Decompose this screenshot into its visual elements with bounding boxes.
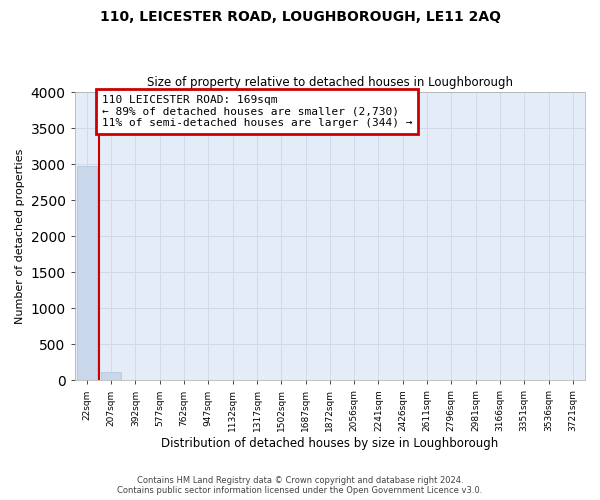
- Text: 110 LEICESTER ROAD: 169sqm
← 89% of detached houses are smaller (2,730)
11% of s: 110 LEICESTER ROAD: 169sqm ← 89% of deta…: [102, 95, 412, 128]
- Text: 110, LEICESTER ROAD, LOUGHBOROUGH, LE11 2AQ: 110, LEICESTER ROAD, LOUGHBOROUGH, LE11 …: [100, 10, 500, 24]
- X-axis label: Distribution of detached houses by size in Loughborough: Distribution of detached houses by size …: [161, 437, 499, 450]
- Title: Size of property relative to detached houses in Loughborough: Size of property relative to detached ho…: [147, 76, 513, 90]
- Bar: [77, 166, 97, 380]
- Y-axis label: Number of detached properties: Number of detached properties: [15, 148, 25, 324]
- Text: Contains HM Land Registry data © Crown copyright and database right 2024.
Contai: Contains HM Land Registry data © Crown c…: [118, 476, 482, 495]
- Bar: [101, 372, 121, 380]
